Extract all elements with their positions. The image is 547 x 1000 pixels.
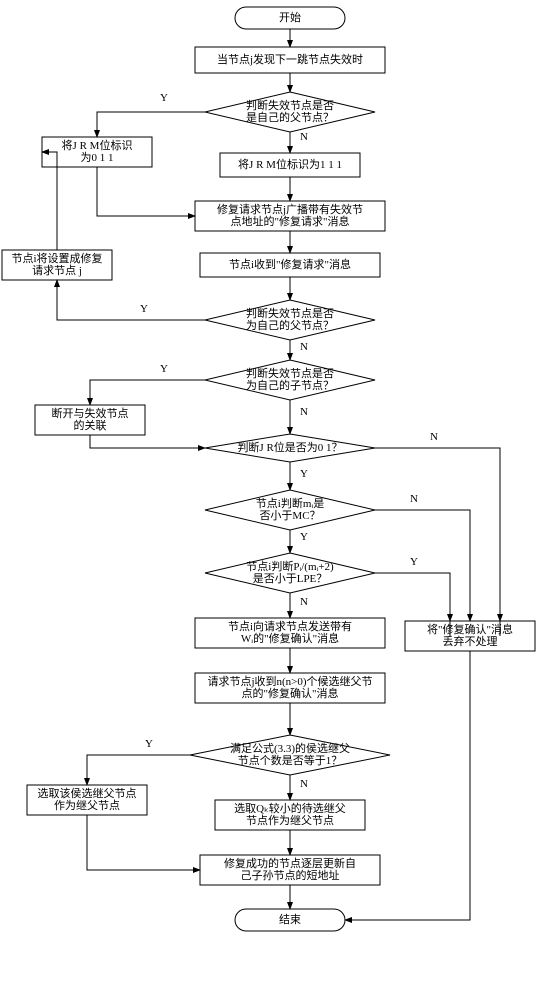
node-d1: 判断失效节点是否是自己的父节点？ — [205, 92, 375, 132]
node-text: 判断失效节点是否 — [246, 306, 334, 320]
node-text: 选取该侯选继父节点 — [38, 786, 137, 800]
node-text: 否小于MC？ — [259, 509, 320, 522]
node-text: 请求节点j收到n(n>0)个候选继父节 — [207, 674, 372, 688]
edge-label: Y — [300, 531, 308, 543]
node-n1: 当节点j发现下一跳节点失效时 — [195, 47, 385, 73]
node-text: 己子孙节点的短地址 — [241, 868, 340, 882]
edge-label: Y — [140, 303, 148, 315]
node-text: 选取Qₖ较小的待选继父 — [234, 801, 346, 815]
edge-label: Y — [300, 468, 308, 480]
edge-11 — [90, 380, 205, 405]
edge-19 — [375, 573, 450, 621]
node-text: 当节点j发现下一跳节点失效时 — [217, 52, 363, 66]
node-text: 满足公式(3.3)的侯选继父 — [230, 741, 350, 755]
node-text: 节点i将设置成修复 — [11, 251, 102, 265]
edge-24 — [87, 815, 200, 870]
node-text: 点的"修复确认"消息 — [242, 686, 339, 700]
node-text: 是自己的父节点？ — [246, 110, 334, 124]
node-text: 结束 — [279, 913, 301, 926]
node-n3: 修复请求节点j广播带有失效节点地址的"修复请求"消息 — [195, 201, 385, 231]
edge-label: N — [410, 493, 418, 505]
node-text: 断开与失效节点 — [52, 406, 129, 420]
node-text: 判断失效节点是否 — [246, 98, 334, 112]
edge-label: N — [300, 778, 308, 790]
node-d2: 判断失效节点是否为自己的父节点？ — [205, 300, 375, 340]
edge-8 — [57, 280, 205, 320]
node-n10: 选取Qₖ较小的待选继父节点作为继父节点 — [215, 800, 365, 830]
edge-15 — [375, 448, 500, 621]
node-text: 修复成功的节点逐层更新自 — [224, 856, 356, 870]
edge-2 — [97, 112, 205, 137]
edge-12 — [90, 435, 205, 448]
edge-label: N — [300, 596, 308, 608]
node-d7: 满足公式(3.3)的侯选继父节点个数是否等于1？ — [190, 735, 390, 775]
node-text: 是否小于LPE？ — [253, 572, 328, 585]
edge-label: N — [300, 406, 308, 418]
node-text: 节点i判断mᵢ是 — [256, 496, 324, 510]
node-text: 节点个数是否等于1？ — [238, 753, 343, 767]
node-text: 判断失效节点是否 — [246, 366, 334, 380]
node-text: Wᵢ的"修复确认"消息 — [241, 631, 339, 645]
node-text: 为自己的父节点？ — [246, 318, 334, 332]
node-text: 节点作为继父节点 — [246, 814, 334, 827]
node-text: 节点i判断Pᵢ/(mᵢ+2) — [246, 559, 334, 573]
node-d4: 判断J R位是否为0 1？ — [205, 434, 375, 462]
flowchart-canvas: 开始当节点j发现下一跳节点失效时判断失效节点是否是自己的父节点？将J R M位标… — [0, 0, 547, 1000]
node-text: 判断J R位是否为0 1？ — [237, 440, 342, 454]
node-d3: 判断失效节点是否为自己的子节点？ — [205, 360, 375, 400]
node-n7: 请求节点j收到n(n>0)个候选继父节点的"修复确认"消息 — [195, 673, 385, 703]
node-start: 开始 — [235, 7, 345, 29]
edge-label: Y — [145, 738, 153, 750]
edge-17 — [375, 510, 470, 621]
node-text: 的关联 — [74, 418, 107, 432]
edge-label: N — [430, 431, 438, 443]
edge-label: Y — [160, 92, 168, 104]
edge-label: N — [300, 341, 308, 353]
node-text: 节点i向请求节点发送带有 — [228, 619, 352, 633]
edge-label: N — [300, 131, 308, 143]
node-n5: 断开与失效节点的关联 — [35, 405, 145, 435]
node-n9: 选取该侯选继父节点作为继父节点 — [27, 785, 147, 815]
node-n11: 修复成功的节点逐层更新自己子孙节点的短地址 — [200, 855, 380, 885]
edge-22 — [87, 755, 190, 785]
edge-label: Y — [410, 556, 418, 568]
edge-label: Y — [160, 363, 168, 375]
node-text: 为自己的子节点？ — [246, 378, 334, 392]
node-text: 将J R M位标识 — [62, 138, 133, 152]
node-n2b: 将J R M位标识为1 1 1 — [220, 153, 360, 177]
node-n8: 将"修复确认"消息丢弃不处理 — [405, 621, 535, 651]
node-text: 作为继父节点 — [54, 799, 120, 812]
edge-4 — [97, 167, 195, 216]
node-nloop: 节点i将设置成修复请求节点 j — [2, 250, 112, 280]
node-text: 节点i收到"修复请求"消息 — [229, 257, 351, 271]
node-end: 结束 — [235, 909, 345, 931]
node-text: 将J R M位标识为1 1 1 — [238, 157, 342, 171]
node-text: 请求节点 j — [32, 264, 82, 277]
node-text: 为0 1 1 — [81, 151, 114, 164]
node-text: 点地址的"修复请求"消息 — [231, 214, 350, 228]
node-text: 修复请求节点j广播带有失效节 — [217, 202, 363, 216]
node-n4: 节点i收到"修复请求"消息 — [200, 253, 380, 277]
node-d5: 节点i判断mᵢ是否小于MC？ — [205, 490, 375, 530]
node-text: 开始 — [279, 10, 301, 24]
node-n2a: 将J R M位标识为0 1 1 — [42, 137, 152, 167]
node-d6: 节点i判断Pᵢ/(mᵢ+2)是否小于LPE？ — [205, 553, 375, 593]
node-text: 丢弃不处理 — [443, 634, 498, 648]
node-n6: 节点i向请求节点发送带有Wᵢ的"修复确认"消息 — [195, 618, 385, 648]
